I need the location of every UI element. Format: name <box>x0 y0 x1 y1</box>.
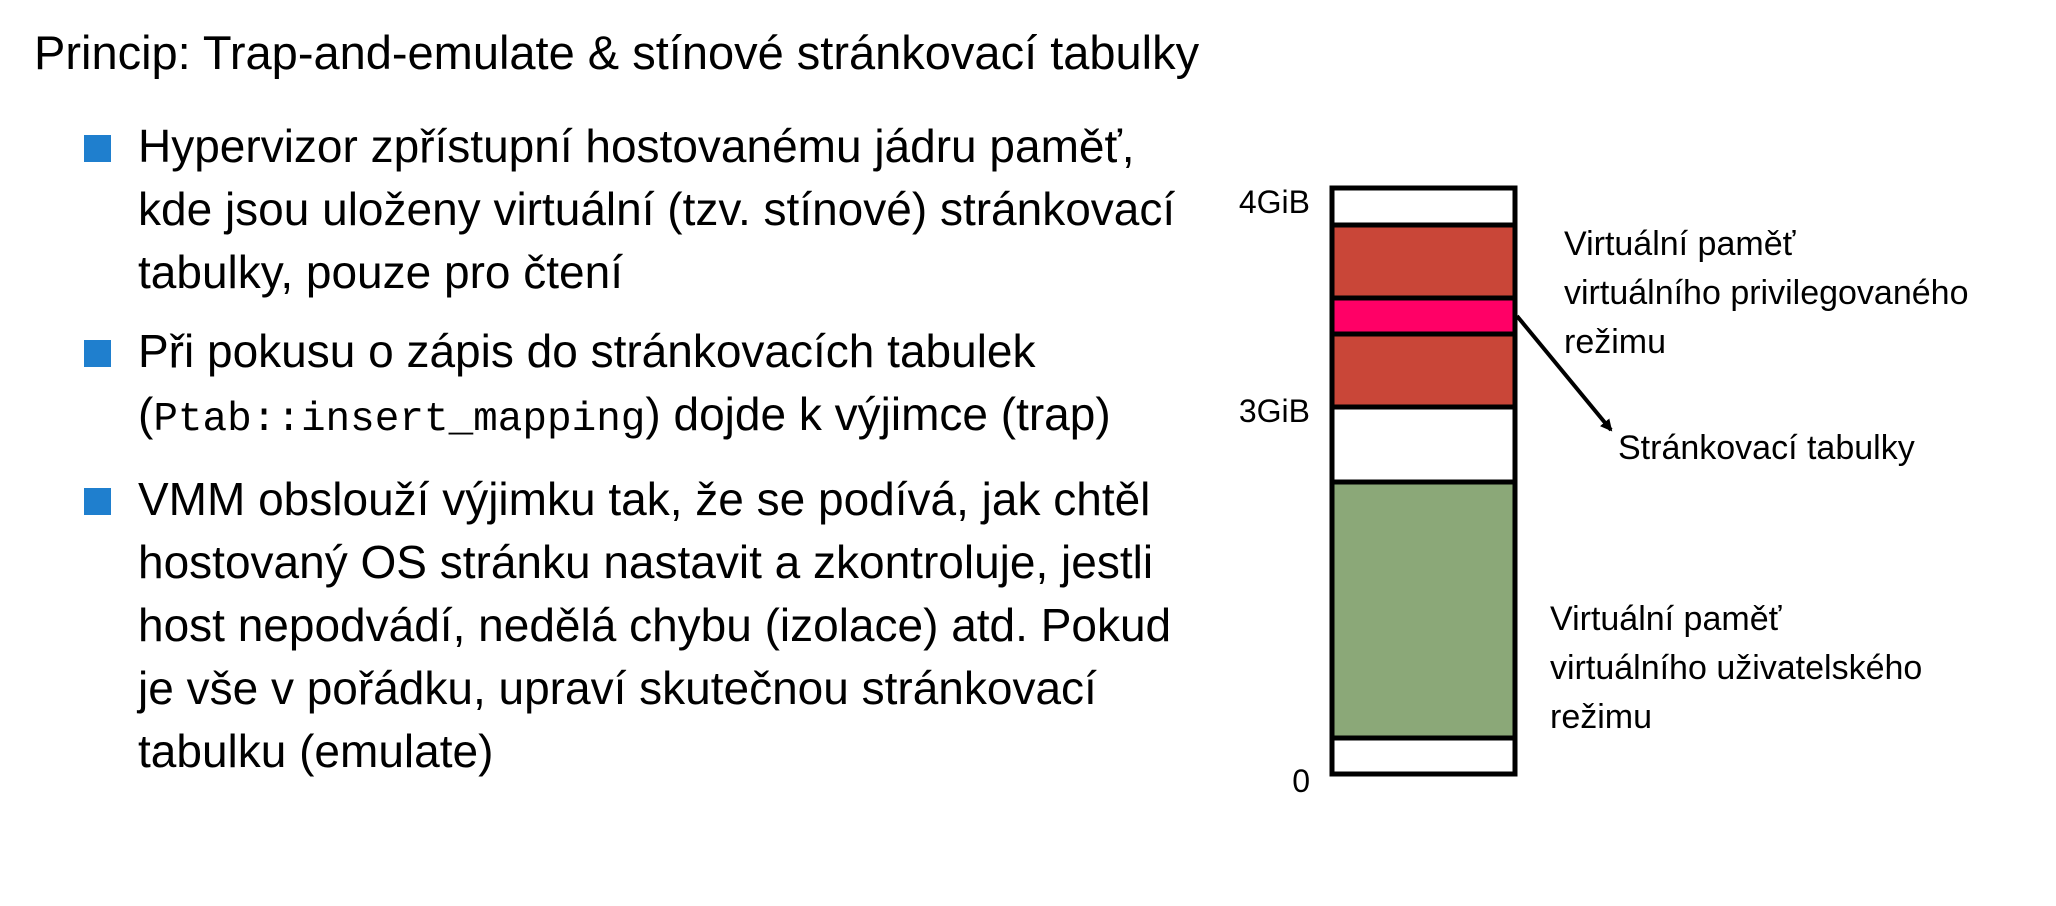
region-free-middle <box>1332 407 1515 482</box>
page-tables-label: Stránkovací tabulky <box>1618 429 1915 467</box>
code-identifier: Ptab::insert_mapping <box>153 397 646 443</box>
square-bullet-icon <box>84 488 111 515</box>
bullet-text: VMM obslouží výjimku tak, že se podívá, … <box>138 473 1172 777</box>
bullet-list: Hypervizor zpřístupní hostovanému jádru … <box>84 115 1194 799</box>
slide-title: Princip: Trap-and-emulate & stínové strá… <box>34 26 1200 79</box>
region-free-bottom <box>1332 738 1515 774</box>
bullet-text-continued: ) dojde k výjimce (trap) <box>645 388 1111 440</box>
region-user <box>1332 482 1515 738</box>
bullet-text: Hypervizor zpřístupní hostovanému jádru … <box>138 120 1176 298</box>
page-tables-arrow <box>1515 314 1613 432</box>
kernel-memory-label: Virtuální paměť virtuálního privilegovan… <box>1564 225 1978 361</box>
region-kernel-lower <box>1332 334 1515 407</box>
region-page-tables <box>1332 298 1515 334</box>
address-label-4gib: 4GiB <box>1239 184 1310 220</box>
bullet-text: Při pokusu o zápis do stránkovacích tabu… <box>138 325 1036 440</box>
bullet-item-read-only-page-tables: Hypervizor zpřístupní hostovanému jádru … <box>84 115 1194 304</box>
address-label-0: 0 <box>1292 763 1310 799</box>
address-label-3gib: 3GiB <box>1239 393 1310 429</box>
region-borders <box>1329 185 1518 777</box>
region-kernel-upper <box>1332 225 1515 298</box>
region-free-top <box>1332 188 1515 225</box>
user-memory-label: Virtuální paměť virtuálního uživatelskéh… <box>1550 600 1932 736</box>
bullet-item-emulate: VMM obslouží výjimku tak, že se podívá, … <box>84 468 1194 783</box>
memory-layout-svg: 4GiB 3GiB 0 Virtuální paměť virtuálního … <box>1239 184 1978 799</box>
memory-layout-diagram: 4GiB 3GiB 0 Virtuální paměť virtuálního … <box>1180 150 2040 810</box>
bullet-item-trap: Při pokusu o zápis do stránkovacích tabu… <box>84 320 1194 452</box>
square-bullet-icon <box>84 135 111 162</box>
square-bullet-icon <box>84 340 111 367</box>
